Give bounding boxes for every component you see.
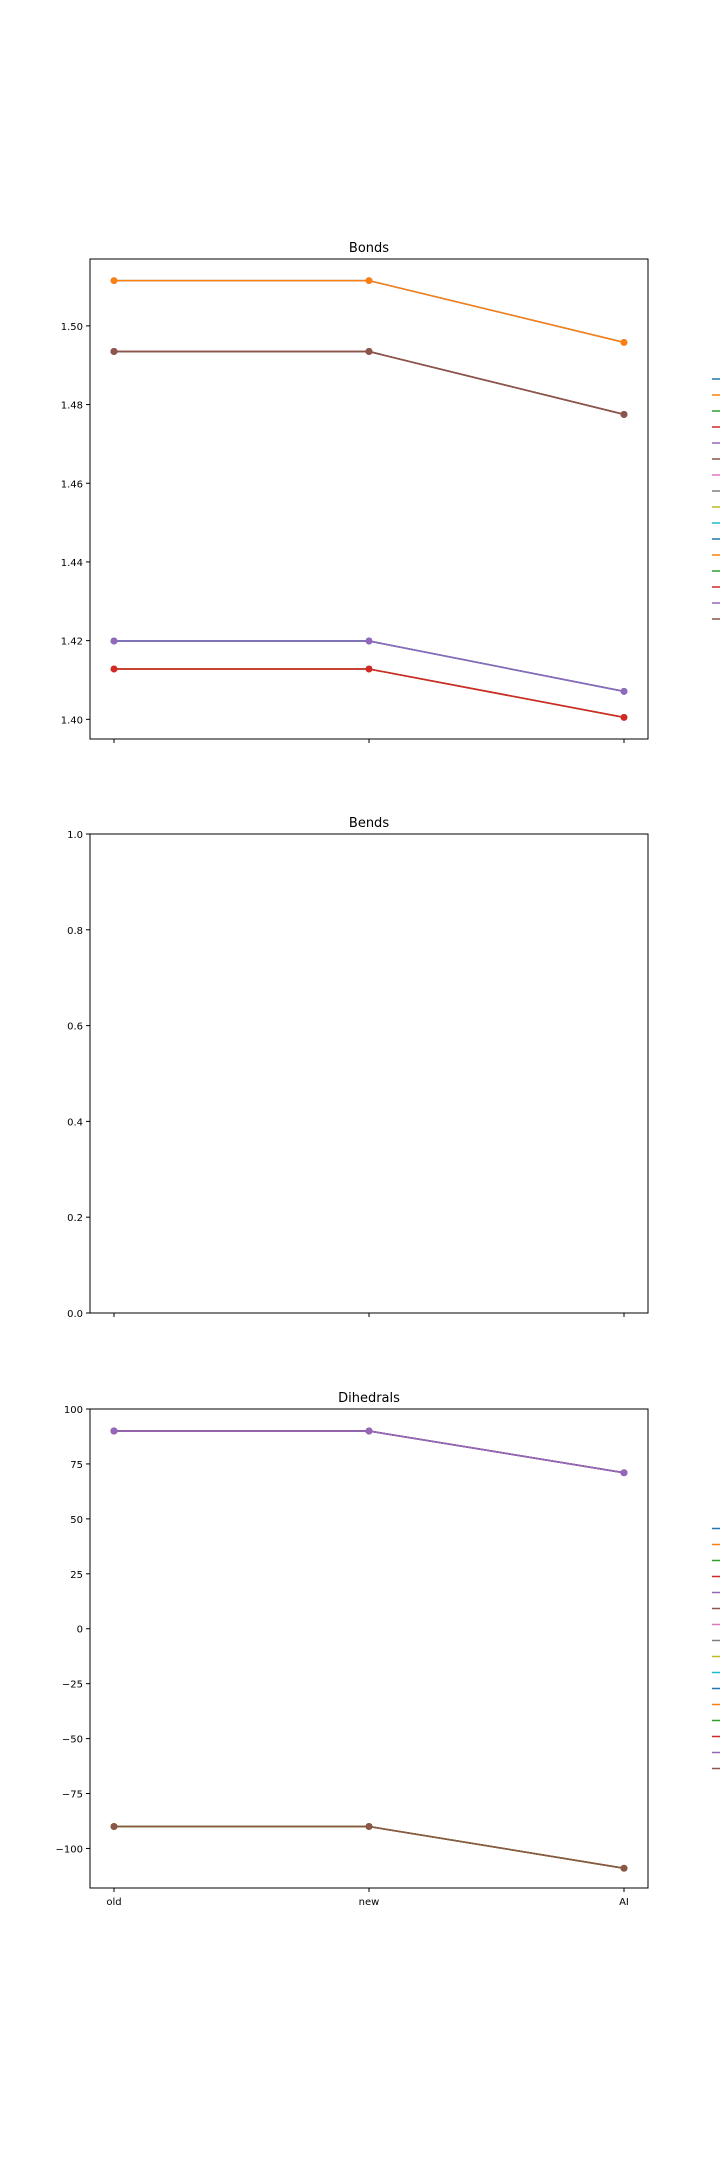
legend: [712, 1527, 720, 1770]
series-line-8: [114, 1825, 625, 1869]
chart-0: Bonds 1.40 1.42 1.44 1.46 1.48 1.50: [61, 241, 720, 743]
y-tick-label: 0.4: [67, 1117, 83, 1128]
y-tick-label: 0.0: [67, 1309, 83, 1320]
axes-frame: [89, 833, 649, 1314]
series-line-3: [114, 350, 625, 416]
legend: [712, 378, 720, 620]
y-tick-label: 100: [64, 1405, 83, 1416]
chart-2: Dihedrals −100 −75 −50 −25 0 25 50 75 100 old new AI: [56, 1391, 720, 1908]
y-tick-label: 1.50: [61, 322, 83, 333]
data-point: [620, 1469, 628, 1477]
series-line-0: [114, 1430, 625, 1474]
y-tick-label: 0.8: [67, 926, 83, 937]
series-line-15: [114, 350, 625, 416]
y-tick-label: 0.2: [67, 1213, 83, 1224]
series-line-0: [114, 279, 625, 344]
data-point: [620, 339, 628, 346]
y-tick-label: 1.42: [61, 637, 83, 648]
series-line-4: [114, 1430, 625, 1474]
series-line-1: [114, 279, 625, 344]
series-line-5: [114, 350, 625, 416]
data-point: [110, 1427, 118, 1435]
y-tick-label: 1.44: [61, 558, 83, 569]
data-point: [110, 637, 118, 645]
series-line-1: [114, 1825, 625, 1869]
series-line-2: [114, 350, 625, 416]
data-point: [620, 1864, 628, 1872]
data-point: [365, 637, 373, 645]
data-point: [365, 1823, 373, 1830]
series-line-6: [114, 1430, 625, 1474]
data-point: [620, 713, 628, 721]
y-tick-label: 1.48: [61, 401, 83, 412]
series-line-9: [114, 1430, 625, 1474]
y-tick-label: −100: [56, 1844, 83, 1855]
series-line-13: [114, 1430, 625, 1474]
y-tick-label: −75: [62, 1790, 83, 1801]
series-line-4: [114, 350, 625, 416]
y-tick-label: −50: [62, 1735, 83, 1746]
chart-1: Bends 0.0 0.2 0.4 0.6 0.8 1.0: [67, 816, 649, 1320]
chart-title: Bonds: [349, 241, 389, 256]
series-line-15: [114, 1825, 625, 1869]
y-tick-label: 1.40: [61, 715, 83, 726]
y-tick-label: 0.6: [67, 1022, 83, 1033]
data-point: [110, 665, 118, 673]
data-point: [110, 348, 118, 355]
series-line-7: [114, 1825, 625, 1869]
chart-title: Dihedrals: [338, 1391, 400, 1406]
y-tick-label: 1.0: [67, 830, 83, 841]
axes-frame: [89, 258, 649, 740]
y-tick-label: 75: [70, 1460, 83, 1471]
data-point: [620, 687, 628, 695]
series-line-11: [114, 1825, 625, 1869]
x-tick-label: AI: [619, 1897, 629, 1908]
series-line-2: [114, 1825, 625, 1869]
chart-title: Bends: [349, 816, 389, 831]
series-line-10: [114, 1430, 625, 1474]
x-tick-label: new: [359, 1897, 380, 1908]
data-point: [620, 411, 628, 418]
data-point: [110, 277, 118, 285]
axes-frame: [89, 1408, 649, 1889]
series-line-14: [114, 1430, 625, 1474]
series-line-5: [114, 1825, 625, 1869]
data-point: [365, 277, 373, 285]
data-point: [110, 1823, 118, 1830]
y-tick-label: 0: [77, 1625, 83, 1636]
data-point: [365, 348, 373, 355]
y-tick-label: 50: [70, 1515, 83, 1526]
y-tick-label: 25: [70, 1570, 83, 1581]
data-point: [365, 1427, 373, 1435]
x-tick-label: old: [106, 1897, 121, 1908]
data-point: [365, 665, 373, 673]
series-line-3: [114, 1430, 625, 1474]
series-line-12: [114, 1825, 625, 1869]
y-tick-label: 1.46: [61, 479, 83, 490]
y-tick-label: −25: [62, 1680, 83, 1691]
